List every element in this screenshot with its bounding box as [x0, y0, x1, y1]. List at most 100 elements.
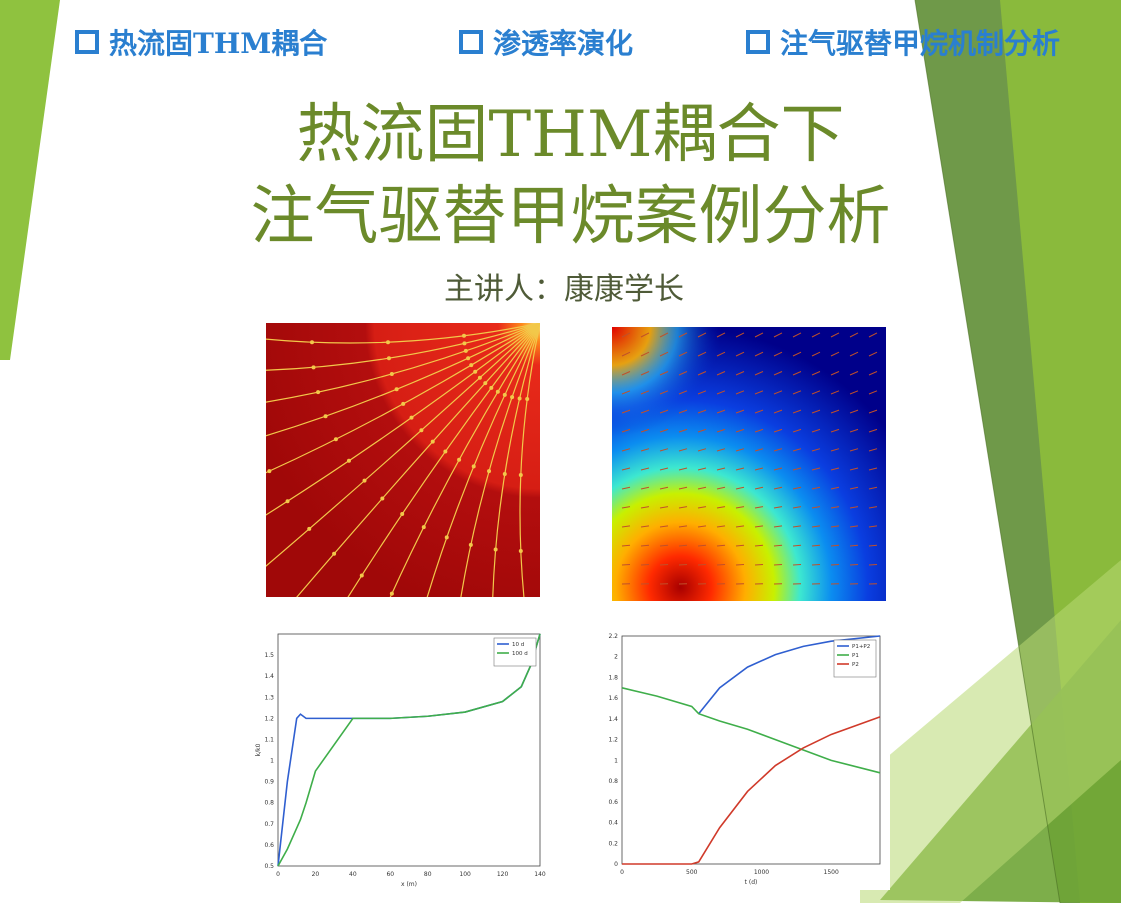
vector-arrow: [716, 332, 726, 338]
vector-arrow: [678, 525, 688, 528]
corner-field: [612, 327, 886, 601]
y-tick-label: 1.3: [264, 694, 274, 701]
vector-arrow: [792, 544, 802, 547]
streamline: [266, 323, 540, 516]
streamline-arrow: [409, 415, 414, 420]
streamline-arrow: [323, 414, 328, 419]
vector-arrow: [830, 448, 840, 452]
vector-arrow: [811, 506, 821, 509]
vector-arrow: [849, 390, 859, 395]
vector-arrow: [716, 390, 726, 395]
vector-arrow: [640, 467, 650, 471]
vector-arrow: [697, 544, 707, 547]
vector-arrow: [621, 486, 631, 490]
vector-arrow: [849, 506, 859, 509]
vector-arrow: [773, 525, 783, 528]
vector-arrow: [811, 390, 821, 395]
vector-arrow: [849, 467, 859, 471]
nav-item-thm[interactable]: 热流固THM耦合: [75, 22, 327, 62]
streamline-arrow: [316, 390, 321, 395]
streamline-arrow: [311, 365, 316, 370]
streamline-arrow: [362, 478, 367, 483]
vector-arrow: [659, 428, 669, 433]
streamline-arrow: [518, 549, 523, 553]
vector-arrow: [716, 428, 726, 433]
pressure-field: [266, 323, 540, 597]
vector-arrow: [716, 371, 726, 376]
vector-arrow: [735, 564, 745, 566]
vector-arrow: [868, 351, 878, 357]
vector-arrow: [792, 467, 802, 471]
vector-arrow: [697, 409, 707, 414]
vector-arrow: [811, 564, 821, 566]
vector-arrow: [678, 409, 688, 414]
streamline-arrow: [469, 363, 474, 368]
vector-arrow: [716, 564, 726, 566]
vector-arrow: [792, 428, 802, 433]
vector-arrow: [849, 544, 859, 547]
streamline: [296, 323, 540, 597]
streamline-arrow: [473, 369, 478, 374]
vector-arrow: [678, 506, 688, 509]
vector-arrow: [754, 390, 764, 395]
streamline: [266, 323, 540, 437]
vector-arrow: [621, 544, 631, 547]
streamline-arrow: [419, 428, 424, 433]
legend-label: P1+P2: [852, 644, 870, 650]
vector-arrow: [716, 467, 726, 471]
streamline-arrow: [346, 458, 351, 463]
vector-arrow: [868, 428, 878, 433]
streamline-arrow: [380, 496, 385, 501]
vector-arrow: [716, 486, 726, 490]
velocity-vector-figure: [612, 327, 886, 601]
legend-box: [493, 637, 537, 667]
vector-arrow: [697, 332, 707, 338]
vector-arrow: [697, 486, 707, 490]
x-tick-label: 120: [497, 871, 509, 878]
checkbox-square-icon: [75, 30, 99, 54]
vector-arrow: [773, 428, 783, 433]
y-tick-label: 0.7: [264, 821, 274, 828]
vector-arrow: [849, 486, 859, 490]
vector-arrow: [678, 428, 688, 433]
streamline-field-figure: [266, 323, 540, 597]
vector-arrow: [640, 448, 650, 452]
vector-arrow: [830, 467, 840, 471]
streamline-arrow: [430, 439, 435, 444]
legend-label: P2: [852, 662, 859, 668]
vector-arrow: [754, 332, 764, 338]
vector-arrow: [830, 564, 840, 566]
streamline: [389, 323, 540, 597]
nav-item-permeability[interactable]: 渗透率演化: [459, 22, 633, 62]
x-tick-label: 1000: [754, 869, 769, 876]
pressure-time-chart: 0 500 1000 1500 0 0.2 0.4 0.6 0.8 1 1.2 1.4 1.6 1.8 2 2…: [600, 628, 890, 890]
streamline-arrow: [386, 356, 391, 361]
series-line: [698, 635, 881, 715]
vector-arrow: [640, 525, 650, 528]
vector-arrow: [754, 467, 764, 471]
vector-arrow: [640, 506, 650, 509]
streamline-arrow: [495, 389, 500, 394]
vector-arrow: [773, 390, 783, 395]
vector-arrow: [640, 428, 650, 433]
left-green-wedge: [0, 0, 60, 360]
vector-arrow: [811, 544, 821, 547]
streamline: [460, 323, 540, 597]
right-diagonal-line: [914, 0, 1061, 903]
series-line: [622, 716, 881, 865]
vector-arrow: [678, 448, 688, 452]
vector-arrow: [792, 351, 802, 357]
vector-arrow: [678, 467, 688, 471]
vector-arrow: [621, 448, 631, 452]
x-tick-label: 100: [459, 871, 471, 878]
y-tick-label: 1.1: [264, 736, 274, 743]
vector-arrow: [811, 448, 821, 452]
vector-arrow: [678, 486, 688, 490]
vector-arrow: [621, 525, 631, 528]
vector-arrow: [868, 544, 878, 547]
nav-item-gas-injection[interactable]: 注气驱替甲烷机制分析: [746, 22, 1060, 62]
vector-arrow: [868, 506, 878, 509]
y-tick-label: 1.2: [264, 715, 274, 722]
vector-arrow: [735, 506, 745, 509]
